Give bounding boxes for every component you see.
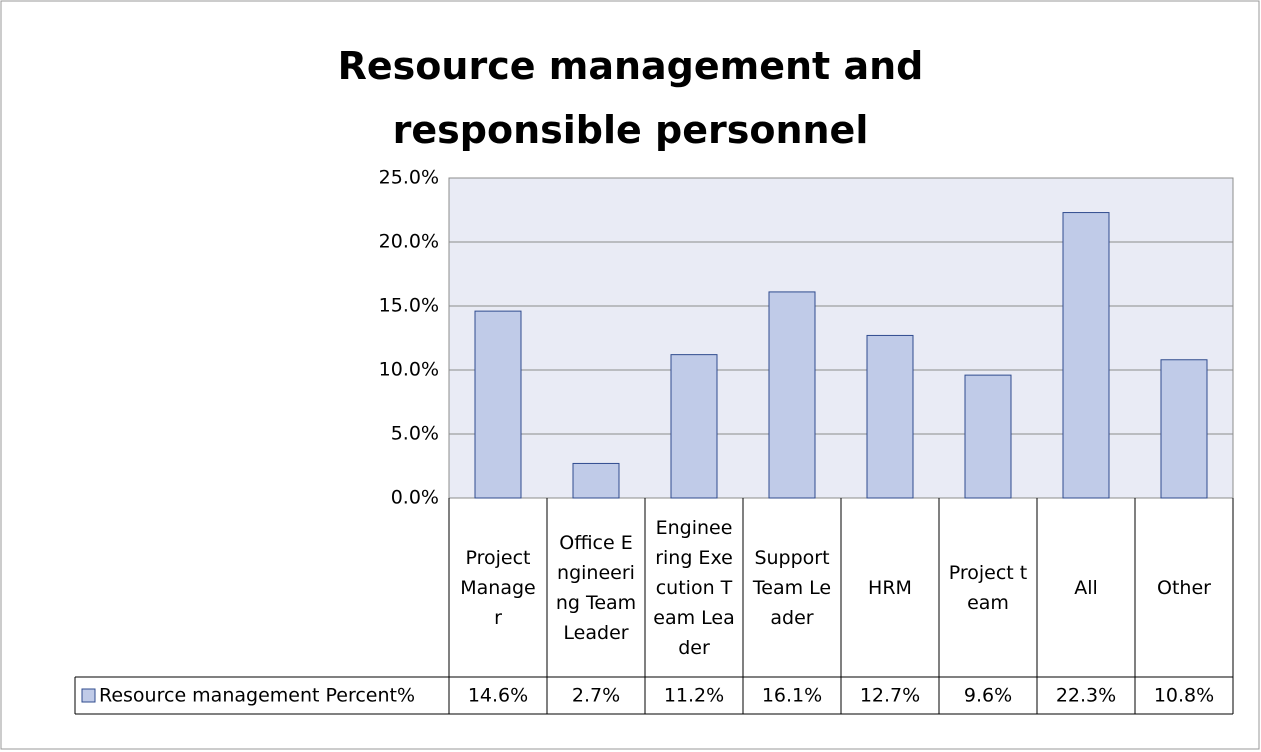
bar	[964, 374, 1012, 499]
y-tick-label: 5.0%	[391, 423, 439, 445]
plot-area	[449, 178, 1233, 498]
data-label: 10.8%	[1154, 685, 1214, 707]
data-label: 2.7%	[572, 685, 620, 707]
legend-swatch	[81, 688, 96, 703]
category-label: All	[1074, 576, 1098, 599]
data-label: 22.3%	[1056, 685, 1116, 707]
bar	[1062, 212, 1110, 499]
bar	[670, 354, 718, 499]
category-label: Project Manager	[460, 546, 536, 629]
category-label: Engineering Execution Team Leader	[653, 516, 735, 659]
bar	[474, 310, 522, 499]
chart-title: Resource management and responsible pers…	[337, 44, 924, 152]
category-label: Office Engineering Team Leader	[555, 531, 637, 644]
category-label: Support Team Leader	[752, 546, 832, 629]
data-label: 14.6%	[468, 685, 528, 707]
category-label: Project team	[948, 561, 1028, 614]
category-label: HRM	[868, 576, 912, 599]
y-tick-label: 0.0%	[391, 487, 439, 509]
bar	[572, 462, 620, 499]
bar	[866, 334, 914, 499]
data-label: 11.2%	[664, 685, 724, 707]
data-label: 9.6%	[964, 685, 1012, 707]
category-label: Other	[1157, 576, 1211, 599]
legend-label: Resource management Percent%	[99, 685, 415, 707]
data-label: 12.7%	[860, 685, 920, 707]
bar	[1160, 359, 1208, 499]
data-label: 16.1%	[762, 685, 822, 707]
y-tick-label: 20.0%	[379, 231, 439, 253]
bar	[768, 291, 816, 499]
y-tick-label: 15.0%	[379, 295, 439, 317]
y-tick-label: 10.0%	[379, 359, 439, 381]
y-tick-label: 25.0%	[379, 167, 439, 189]
title-box: Resource management and responsible pers…	[0, 34, 1261, 162]
